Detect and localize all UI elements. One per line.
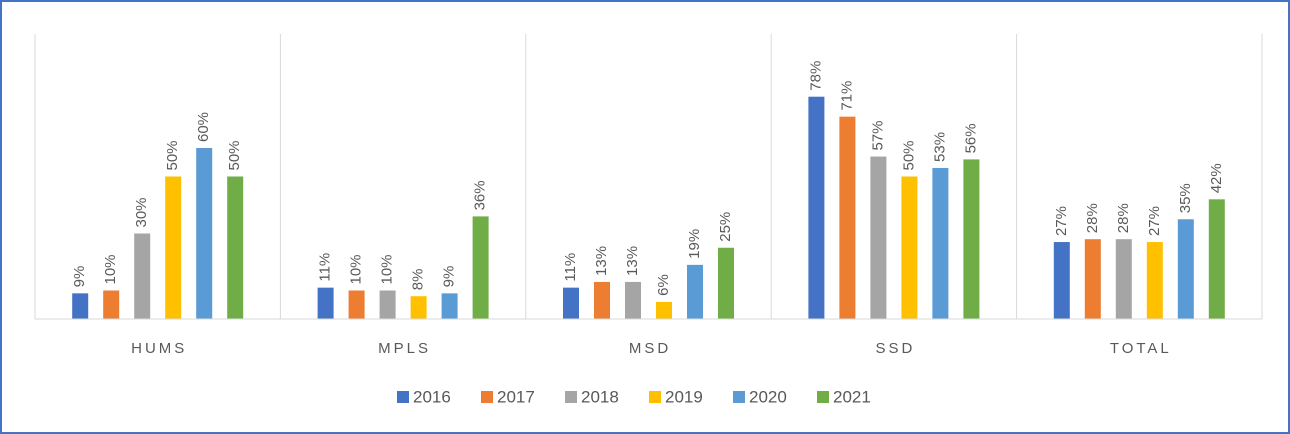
data-label: 10% <box>102 254 119 284</box>
bar <box>134 233 151 319</box>
legend-label: 2016 <box>413 387 451 406</box>
data-label: 13% <box>593 246 610 276</box>
bar <box>165 176 182 319</box>
x-tick-label: SSD <box>875 340 915 357</box>
x-tick-label: MSD <box>629 340 671 357</box>
data-label: 53% <box>931 132 948 162</box>
bar <box>441 293 458 319</box>
data-label: 6% <box>655 274 672 296</box>
data-label: 78% <box>807 61 824 91</box>
legend-swatch <box>817 391 829 403</box>
data-label: 10% <box>379 254 396 284</box>
data-label: 56% <box>962 123 979 153</box>
legend-swatch <box>733 391 745 403</box>
bar <box>1146 242 1163 319</box>
bar <box>103 290 120 319</box>
data-label: 60% <box>195 112 212 142</box>
bar <box>1177 219 1194 319</box>
data-label: 8% <box>410 269 427 291</box>
bar <box>901 176 918 319</box>
bar <box>1053 242 1070 319</box>
data-label: 71% <box>838 81 855 111</box>
bar <box>1115 239 1132 319</box>
bar <box>72 293 89 319</box>
x-tick-label: HUMS <box>131 340 187 357</box>
bar <box>563 287 579 319</box>
data-label: 28% <box>1115 203 1132 233</box>
legend-swatch <box>649 391 661 403</box>
legend-label: 2017 <box>497 387 535 406</box>
bar <box>625 281 641 319</box>
x-tick-label: TOTAL <box>1110 340 1172 357</box>
bar <box>410 296 427 319</box>
bar <box>317 287 334 319</box>
data-label: 27% <box>1146 206 1163 236</box>
data-label: 9% <box>71 266 88 288</box>
data-label: 9% <box>441 266 458 288</box>
bar <box>932 167 949 319</box>
data-label: 30% <box>133 197 150 227</box>
data-label: 57% <box>869 121 886 151</box>
bar <box>963 159 980 319</box>
legend-label: 2020 <box>749 387 787 406</box>
bar <box>1084 239 1101 319</box>
bar <box>718 247 734 319</box>
data-label: 11% <box>562 253 579 282</box>
x-tick-label: MPLS <box>378 340 431 357</box>
data-label: 19% <box>686 229 703 259</box>
data-label: 36% <box>472 180 489 210</box>
data-label: 28% <box>1084 203 1101 233</box>
bar <box>594 281 610 319</box>
bar <box>808 96 825 319</box>
legend-swatch <box>481 391 493 403</box>
bar <box>1208 199 1225 319</box>
bar <box>348 290 365 319</box>
bar <box>227 176 244 319</box>
bar <box>687 264 703 319</box>
legend-label: 2021 <box>833 387 871 406</box>
data-label: 50% <box>226 140 243 170</box>
bar <box>870 156 887 319</box>
data-label: 35% <box>1177 183 1194 213</box>
data-label: 27% <box>1053 206 1070 236</box>
data-label: 11% <box>317 253 334 282</box>
legend-label: 2018 <box>581 387 619 406</box>
data-label: 25% <box>717 212 734 242</box>
bar <box>472 216 489 319</box>
data-label: 50% <box>164 140 181 170</box>
bar <box>379 290 396 319</box>
legend-label: 2019 <box>665 387 703 406</box>
data-label: 50% <box>900 140 917 170</box>
bar <box>656 301 672 319</box>
bar <box>839 116 856 320</box>
data-label: 13% <box>624 246 641 276</box>
bar <box>196 148 213 319</box>
legend-swatch <box>565 391 577 403</box>
data-label: 42% <box>1208 163 1225 193</box>
data-label: 10% <box>348 254 365 284</box>
legend-swatch <box>397 391 409 403</box>
